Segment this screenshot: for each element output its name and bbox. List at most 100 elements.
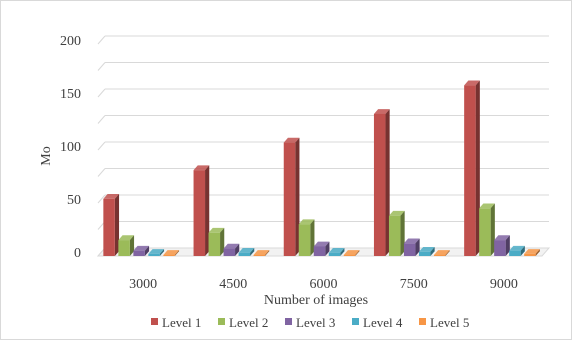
bar-front — [238, 252, 251, 256]
legend-swatch — [419, 318, 426, 325]
bar — [283, 137, 300, 256]
legend-label: Level 1 — [162, 315, 201, 330]
bar-front — [118, 240, 130, 256]
bar-top — [403, 238, 420, 244]
x-tick-label: 9000 — [490, 277, 518, 292]
bar-front — [328, 252, 341, 256]
legend-item: Level 5 — [419, 315, 469, 330]
bar-front — [388, 215, 401, 256]
bar-front — [193, 170, 206, 256]
bar-front — [223, 248, 236, 256]
bar-front — [373, 113, 386, 257]
bar-top — [494, 235, 510, 241]
bar — [418, 246, 435, 256]
bar-side — [144, 245, 150, 256]
bar — [388, 210, 405, 256]
legend-swatch — [218, 318, 225, 325]
bar-front — [148, 253, 160, 256]
bar — [208, 227, 225, 256]
bar — [524, 249, 540, 256]
y-tick-label: 100 — [60, 140, 81, 155]
x-tick-label: 3000 — [129, 277, 157, 292]
bar — [433, 250, 450, 256]
bar-front — [433, 254, 446, 256]
bar-top — [433, 250, 450, 255]
bar-side — [114, 193, 120, 256]
legend-item: Level 3 — [285, 315, 335, 330]
legend-swatch — [285, 318, 292, 325]
legend-label: Level 3 — [296, 315, 335, 330]
bar-top — [238, 248, 255, 253]
bar-side — [129, 235, 135, 256]
bar-top — [163, 250, 180, 255]
bar-top — [479, 203, 495, 209]
legend-label: Level 5 — [430, 315, 469, 330]
bar-top — [253, 250, 270, 255]
gridline-depth — [97, 35, 106, 45]
legend-item: Level 2 — [218, 315, 268, 330]
bar-side — [505, 235, 510, 256]
bar — [133, 245, 150, 256]
bar-top — [223, 243, 240, 249]
legend-swatch — [151, 318, 158, 325]
bar-front — [298, 224, 311, 256]
bar-top — [313, 241, 330, 247]
bar-top — [388, 210, 405, 216]
bar-side — [520, 245, 525, 256]
bar — [238, 248, 255, 256]
bar-front — [418, 251, 431, 256]
bar — [403, 238, 420, 256]
x-tick-label: 6000 — [310, 277, 338, 292]
bar-front — [479, 208, 491, 256]
gridline-depth — [97, 141, 106, 151]
bar-front — [524, 253, 536, 256]
bar-front — [208, 232, 221, 256]
legend-swatch — [352, 318, 359, 325]
bar-front — [403, 243, 416, 256]
bar — [253, 250, 270, 256]
bar-side — [174, 250, 180, 256]
x-tick-labels: 3000 4500 6000 7500 9000 — [129, 277, 518, 292]
legend-label: Level 4 — [363, 315, 403, 330]
bar-top — [464, 80, 480, 86]
y-tick-label: 200 — [60, 34, 81, 49]
bar — [148, 249, 165, 256]
bar-top — [524, 249, 540, 254]
bar-side — [355, 250, 360, 256]
bar-top — [193, 165, 210, 171]
bar-front — [464, 85, 476, 256]
bar-front — [494, 240, 506, 256]
bar-top — [509, 245, 525, 251]
bar-front — [163, 254, 175, 256]
bar-side — [430, 246, 435, 256]
legend-label: Level 2 — [229, 315, 268, 330]
bar — [163, 250, 180, 256]
bar-side — [475, 80, 480, 256]
bar-top — [298, 219, 315, 225]
bar-side — [490, 203, 495, 256]
y-tick-label: 0 — [74, 246, 81, 261]
bar — [298, 219, 315, 256]
bar-side — [295, 137, 300, 256]
bar-side — [385, 109, 390, 256]
gridline-depth — [97, 62, 106, 71]
bar-side — [535, 249, 540, 256]
y-tick-label: 150 — [60, 87, 81, 102]
bar-front — [253, 254, 266, 256]
bar-side — [235, 243, 240, 256]
bar-top — [373, 109, 390, 114]
y-tick-labels: 0 50 100 150 200 — [60, 34, 81, 261]
gridline-depth — [97, 88, 106, 98]
bar-front — [509, 250, 521, 256]
bar-top — [418, 246, 435, 252]
y-axis-title: Mo — [39, 146, 54, 165]
bar-top — [148, 249, 165, 254]
bar-top — [343, 250, 360, 255]
bar-series — [103, 80, 540, 257]
bar — [118, 235, 135, 256]
bar-side — [220, 227, 225, 256]
bar-side — [310, 219, 315, 256]
bar-front — [343, 254, 356, 256]
